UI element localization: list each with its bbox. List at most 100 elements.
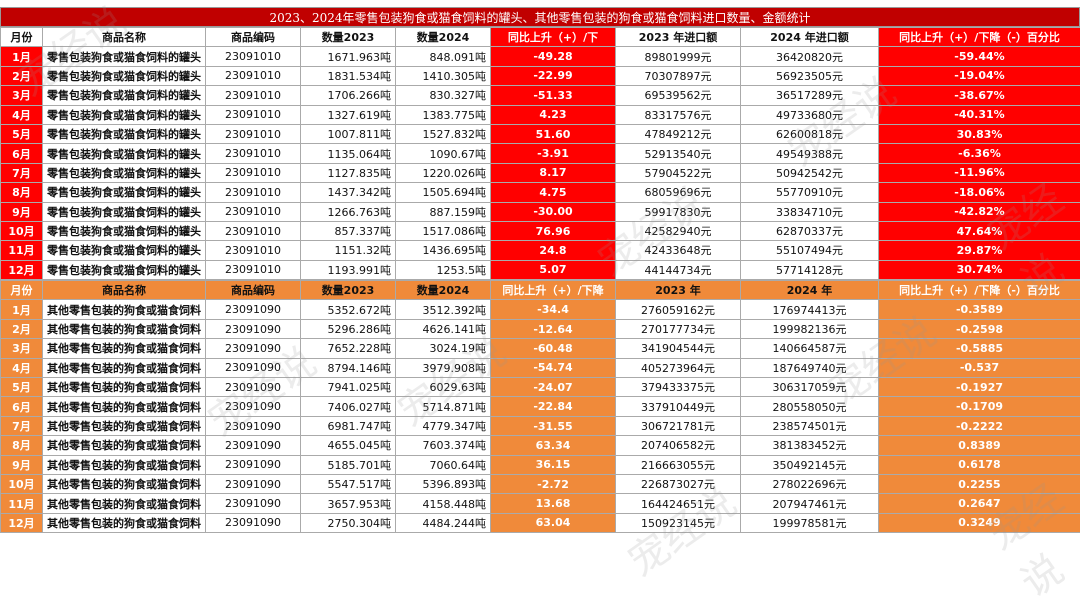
cell: -3.91 xyxy=(491,144,616,163)
cell: 23091090 xyxy=(206,339,301,358)
cell: 57714128元 xyxy=(741,260,879,279)
cell: -30.00 xyxy=(491,202,616,221)
cell: 3月 xyxy=(1,86,43,105)
cell: 其他零售包装的狗食或猫食饲料 xyxy=(43,494,206,513)
cell: -2.72 xyxy=(491,474,616,493)
cell: 23091090 xyxy=(206,494,301,513)
cell: 199982136元 xyxy=(741,319,879,338)
cell: -0.1927 xyxy=(879,378,1080,397)
cell: 1266.763吨 xyxy=(301,202,396,221)
cell: 0.2647 xyxy=(879,494,1080,513)
cell: -54.74 xyxy=(491,358,616,377)
cell: -0.2598 xyxy=(879,319,1080,338)
cell: 23091090 xyxy=(206,358,301,377)
cell: 其他零售包装的狗食或猫食饲料 xyxy=(43,319,206,338)
header-cell: 数量2023 xyxy=(301,281,396,300)
cell: 8.17 xyxy=(491,163,616,182)
cell: 0.6178 xyxy=(879,455,1080,474)
header-cell: 同比上升（+）/下 xyxy=(491,28,616,47)
cell: 23091010 xyxy=(206,124,301,143)
cell: 4月 xyxy=(1,358,43,377)
cell: 63.04 xyxy=(491,513,616,532)
cell: 23091090 xyxy=(206,455,301,474)
cell: 6月 xyxy=(1,397,43,416)
cell: 0.8389 xyxy=(879,436,1080,455)
cell: 5296.286吨 xyxy=(301,319,396,338)
cell: 2750.304吨 xyxy=(301,513,396,532)
cell: -22.99 xyxy=(491,66,616,85)
cell: 零售包装狗食或猫食饲料的罐头 xyxy=(43,221,206,240)
cell: 5396.893吨 xyxy=(396,474,491,493)
cell: 零售包装狗食或猫食饲料的罐头 xyxy=(43,47,206,66)
cell: 23091090 xyxy=(206,319,301,338)
cell: 7406.027吨 xyxy=(301,397,396,416)
cell: 50942542元 xyxy=(741,163,879,182)
cell: 12月 xyxy=(1,513,43,532)
cell: 13.68 xyxy=(491,494,616,513)
cell: 306317059元 xyxy=(741,378,879,397)
cell: 83317576元 xyxy=(616,105,741,124)
cell: 3月 xyxy=(1,339,43,358)
cell: 7941.025吨 xyxy=(301,378,396,397)
cell: 12月 xyxy=(1,260,43,279)
cell: 1253.5吨 xyxy=(396,260,491,279)
cell: 76.96 xyxy=(491,221,616,240)
cell: 10月 xyxy=(1,221,43,240)
sheet: 2023、2024年零售包装狗食或猫食饲料的罐头、其他零售包装的狗食或猫食饲料进… xyxy=(0,7,1080,533)
cell: 70307897元 xyxy=(616,66,741,85)
cell: 5547.517吨 xyxy=(301,474,396,493)
cell: -59.44% xyxy=(879,47,1080,66)
cell: 164424651元 xyxy=(616,494,741,513)
cell: 8月 xyxy=(1,183,43,202)
cell: -0.5885 xyxy=(879,339,1080,358)
cell: 5月 xyxy=(1,124,43,143)
cell: 1193.991吨 xyxy=(301,260,396,279)
cell: 3657.953吨 xyxy=(301,494,396,513)
cell: 3979.908吨 xyxy=(396,358,491,377)
cell: 5352.672吨 xyxy=(301,300,396,319)
header-cell: 2023 年 xyxy=(616,281,741,300)
cell: -34.4 xyxy=(491,300,616,319)
cell: 其他零售包装的狗食或猫食饲料 xyxy=(43,358,206,377)
cell: 9月 xyxy=(1,455,43,474)
cell: 23091010 xyxy=(206,241,301,260)
cell: 7月 xyxy=(1,416,43,435)
cell: 1090.67吨 xyxy=(396,144,491,163)
cell: 47849212元 xyxy=(616,124,741,143)
cell: 207406582元 xyxy=(616,436,741,455)
cell: 其他零售包装的狗食或猫食饲料 xyxy=(43,474,206,493)
header-cell: 数量2024 xyxy=(396,281,491,300)
cell: 89801999元 xyxy=(616,47,741,66)
cell: -18.06% xyxy=(879,183,1080,202)
header-cell: 月份 xyxy=(1,281,43,300)
cell: -0.3589 xyxy=(879,300,1080,319)
cell: 55770910元 xyxy=(741,183,879,202)
header-cell: 月份 xyxy=(1,28,43,47)
cell: 62600818元 xyxy=(741,124,879,143)
cell: 23091010 xyxy=(206,86,301,105)
cell: 33834710元 xyxy=(741,202,879,221)
cell: -0.537 xyxy=(879,358,1080,377)
cell: -0.1709 xyxy=(879,397,1080,416)
cell: 8794.146吨 xyxy=(301,358,396,377)
cell: 零售包装狗食或猫食饲料的罐头 xyxy=(43,183,206,202)
cell: 23091090 xyxy=(206,436,301,455)
cell: 270177734元 xyxy=(616,319,741,338)
cell: 140664587元 xyxy=(741,339,879,358)
cell: 36517289元 xyxy=(741,86,879,105)
cell: 52913540元 xyxy=(616,144,741,163)
cell: 1505.694吨 xyxy=(396,183,491,202)
cell: 887.159吨 xyxy=(396,202,491,221)
cell: 7652.228吨 xyxy=(301,339,396,358)
cell: 23091010 xyxy=(206,183,301,202)
cell: -6.36% xyxy=(879,144,1080,163)
